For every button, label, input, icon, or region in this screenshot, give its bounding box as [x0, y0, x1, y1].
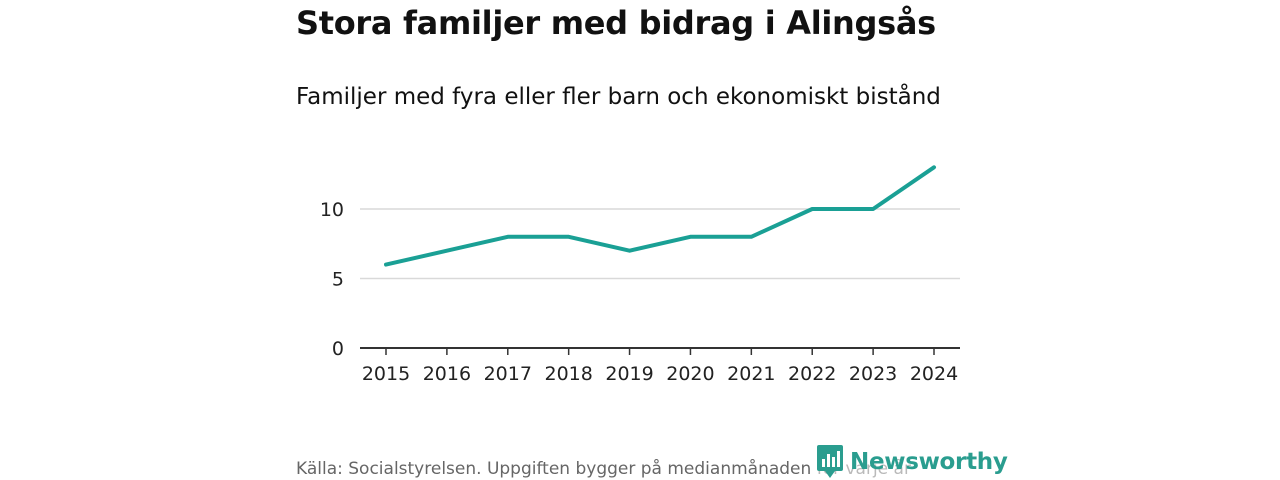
y-tick-label: 10 — [320, 199, 344, 221]
newsworthy-logo-icon — [817, 445, 843, 478]
brand-logo: Newsworthy — [816, 444, 1008, 480]
x-tick-label: 2015 — [362, 363, 410, 385]
x-tick-label: 2024 — [910, 363, 958, 385]
x-tick-label: 2021 — [727, 363, 775, 385]
y-tick-label: 0 — [332, 338, 344, 360]
source-note: Källa: Socialstyrelsen. Uppgiften bygger… — [296, 459, 911, 479]
x-tick-label: 2017 — [484, 363, 532, 385]
x-tick-label: 2016 — [423, 363, 471, 385]
x-tick-label: 2022 — [788, 363, 836, 385]
line-chart: 0 5 10 2015 2016 2017 2018 2019 2020 2021 2022 2023… — [320, 165, 960, 385]
y-tick-label: 5 — [332, 269, 344, 291]
x-tick-label: 2023 — [849, 363, 897, 385]
x-tick-label: 2018 — [544, 363, 592, 385]
series-line — [384, 165, 936, 267]
chart-title: Stora familjer med bidrag i Alingsås — [296, 4, 936, 42]
x-tick-label: 2019 — [605, 363, 653, 385]
brand-name: Newsworthy — [850, 449, 1008, 475]
x-tick-label: 2020 — [666, 363, 714, 385]
chart-subtitle: Familjer med fyra eller fler barn och ek… — [296, 84, 941, 110]
